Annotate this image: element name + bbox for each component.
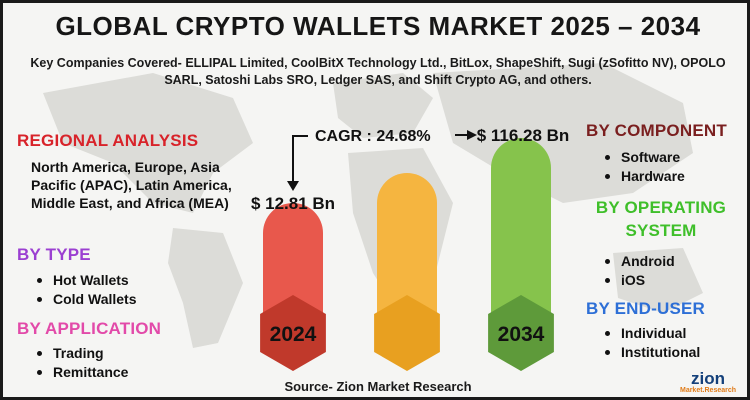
cagr-arrow-down-head: [287, 181, 299, 191]
value-label-2024: $ 12.81 Bn: [251, 194, 335, 213]
logo-name: zion: [691, 369, 725, 388]
list-item: Cold Wallets: [31, 290, 137, 309]
companies-subtitle: Key Companies Covered- ELLIPAL Limited, …: [30, 56, 726, 87]
by-application-list: Trading Remittance: [31, 344, 128, 382]
by-operating-system-heading: BY OPERATING SYSTEM: [586, 198, 736, 241]
hexagon-base: [260, 295, 326, 371]
hexagon-base: [488, 295, 554, 371]
logo-subtext: Market.Research: [679, 387, 737, 394]
list-item: Android: [599, 252, 675, 271]
regional-analysis-heading: REGIONAL ANALYSIS: [17, 131, 199, 150]
cagr-label: CAGR : 24.68%: [315, 128, 431, 145]
by-end-user-list: Individual Institutional: [599, 324, 700, 362]
by-operating-system-heading-line1: BY OPERATING: [595, 198, 727, 217]
bar: [377, 173, 437, 333]
value-label-2034: $ 116.28 Bn: [477, 126, 570, 145]
bar: [491, 138, 551, 333]
hexagon-base: [374, 295, 440, 371]
zion-logo: zion Market.Research: [673, 369, 743, 397]
list-item: Individual: [599, 324, 700, 343]
source-note: Source- Zion Market Research: [284, 379, 472, 394]
cagr-arrow-right-head: [467, 130, 477, 140]
year-label: 2024: [270, 323, 317, 346]
by-type-list: Hot Wallets Cold Wallets: [31, 271, 137, 309]
list-item: Trading: [31, 344, 128, 363]
list-item: Institutional: [599, 343, 700, 362]
by-component-heading: BY COMPONENT: [586, 121, 727, 140]
list-item: Software: [599, 148, 685, 167]
page-title: GLOBAL CRYPTO WALLETS MARKET 2025 – 2034: [55, 11, 701, 41]
list-item: Remittance: [31, 363, 128, 382]
by-component-list: Software Hardware: [599, 148, 685, 186]
list-item: iOS: [599, 271, 675, 290]
by-operating-system-heading-line2: SYSTEM: [625, 221, 697, 240]
by-end-user-heading: BY END-USER: [586, 299, 706, 318]
regional-analysis-text: North America, Europe, Asia Pacific (APA…: [31, 159, 232, 211]
bar: [263, 203, 323, 333]
by-application-heading: BY APPLICATION: [17, 319, 162, 338]
list-item: Hot Wallets: [31, 271, 137, 290]
list-item: Hardware: [599, 167, 685, 186]
year-label: 2034: [498, 323, 545, 346]
by-type-heading: BY TYPE: [17, 245, 91, 264]
cagr-arrow-down: [292, 135, 308, 183]
market-size-chart: 2024 2034 $ 12.81 Bn $ 116.28 Bn CAGR : 24.6…: [251, 126, 570, 371]
by-operating-system-list: Android iOS: [599, 252, 675, 290]
